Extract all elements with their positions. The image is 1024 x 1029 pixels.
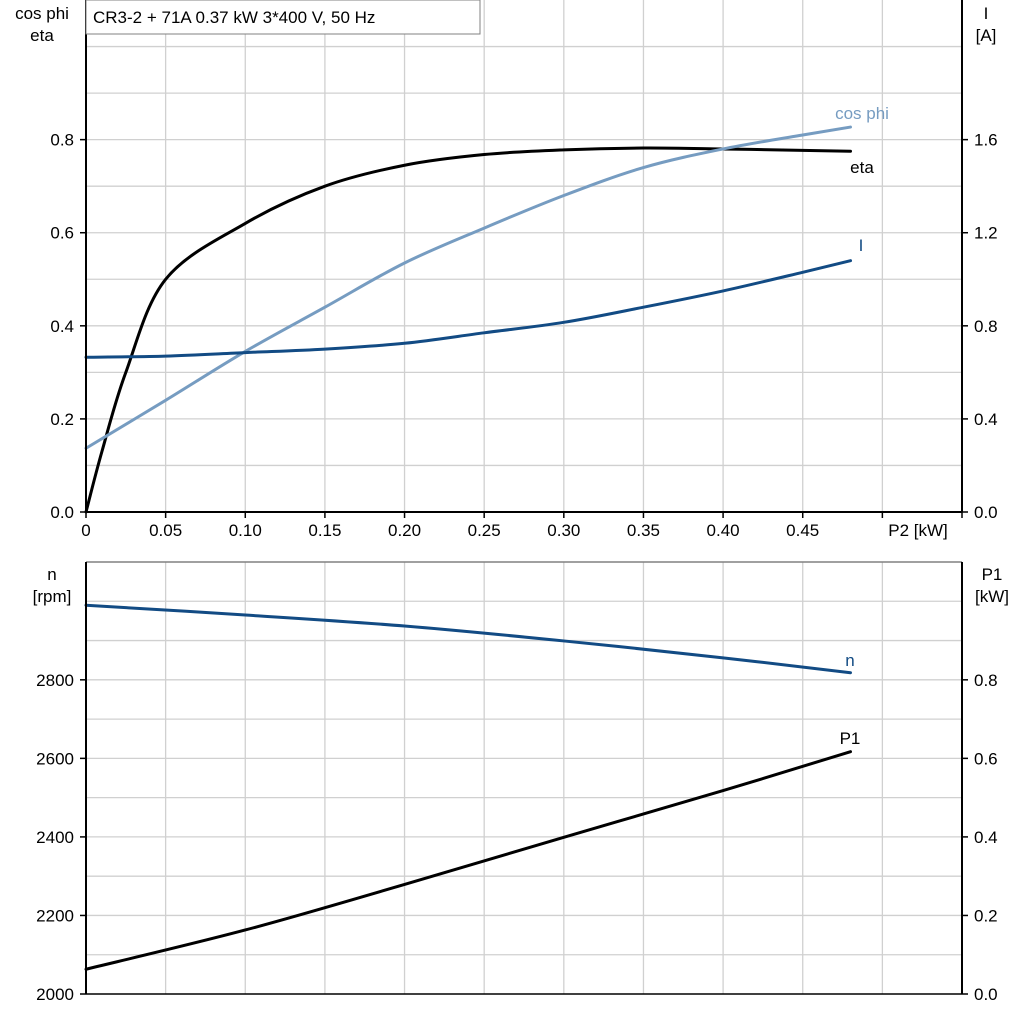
series-line-i	[84, 259, 853, 359]
y-tick-label-right: 0.4	[974, 828, 998, 847]
x-tick-label: 0.20	[388, 521, 421, 540]
bottom-left-ylabel-1: n	[47, 565, 56, 584]
y-tick-label-right: 0.6	[974, 749, 998, 768]
axes-layer: 0.0 0.2 0.4 0.6 0.8 0.0 0.4 0.8 1.2 1.6 0 0.05 0.10 0…	[36, 0, 998, 1004]
y-tick-label-left: 0.6	[50, 224, 74, 243]
series-label-cos-phi: cos phi	[835, 104, 889, 123]
y-tick-label-left: 0.4	[50, 317, 74, 336]
x-tick-label: 0.15	[308, 521, 341, 540]
top-left-ylabel-1: cos phi	[15, 4, 69, 23]
y-tick-label-left: 0.0	[50, 503, 74, 522]
x-tick-label: 0.45	[786, 521, 819, 540]
series-label-p1: P1	[840, 729, 861, 748]
chart-title: CR3-2 + 71A 0.37 kW 3*400 V, 50 Hz	[93, 8, 375, 27]
series-layer	[84, 125, 853, 971]
y-tick-label-right: 1.6	[974, 131, 998, 150]
series-line-p1	[84, 750, 853, 971]
y-tick-label-left: 2600	[36, 749, 74, 768]
bottom-right-ylabel-1: P1	[982, 565, 1003, 584]
series-label-eta: eta	[850, 158, 874, 177]
y-tick-label-left: 2400	[36, 828, 74, 847]
y-tick-label-left: 0.8	[50, 131, 74, 150]
bottom-left-ylabel-2: [rpm]	[33, 587, 72, 606]
title-box	[85, 0, 481, 35]
top-right-ylabel-1: I	[984, 4, 989, 23]
y-tick-label-right: 0.2	[974, 906, 998, 925]
y-tick-label-right: 0.0	[974, 503, 998, 522]
x-tick-label: 0	[81, 521, 90, 540]
x-tick-label: 0.35	[627, 521, 660, 540]
y-tick-label-left: 0.2	[50, 410, 74, 429]
y-tick-label-left: 2200	[36, 906, 74, 925]
x-tick-label: 0.10	[229, 521, 262, 540]
series-line-cos-phi	[84, 125, 853, 450]
y-tick-label-right: 0.4	[974, 410, 998, 429]
x-tick-label: 0.30	[547, 521, 580, 540]
series-label-i: I	[859, 236, 864, 255]
x-axis-label: P2 [kW]	[888, 521, 948, 540]
y-tick-label-right: 0.8	[974, 671, 998, 690]
x-tick-label: 0.40	[707, 521, 740, 540]
y-tick-label-right: 0.0	[974, 985, 998, 1004]
series-line-eta	[84, 146, 853, 514]
y-tick-label-left: 2800	[36, 671, 74, 690]
top-grid	[86, 0, 962, 512]
x-tick-label: 0.05	[149, 521, 182, 540]
x-tick-label: 0.25	[468, 521, 501, 540]
y-tick-label-right: 0.8	[974, 317, 998, 336]
y-tick-label-right: 1.2	[974, 224, 998, 243]
top-right-ylabel-2: [A]	[976, 26, 997, 45]
series-label-n: n	[845, 651, 854, 670]
top-left-ylabel-2: eta	[30, 26, 54, 45]
y-tick-label-left: 2000	[36, 985, 74, 1004]
bottom-right-ylabel-2: [kW]	[975, 587, 1009, 606]
series-line-n	[84, 603, 853, 675]
bottom-grid	[86, 561, 962, 994]
